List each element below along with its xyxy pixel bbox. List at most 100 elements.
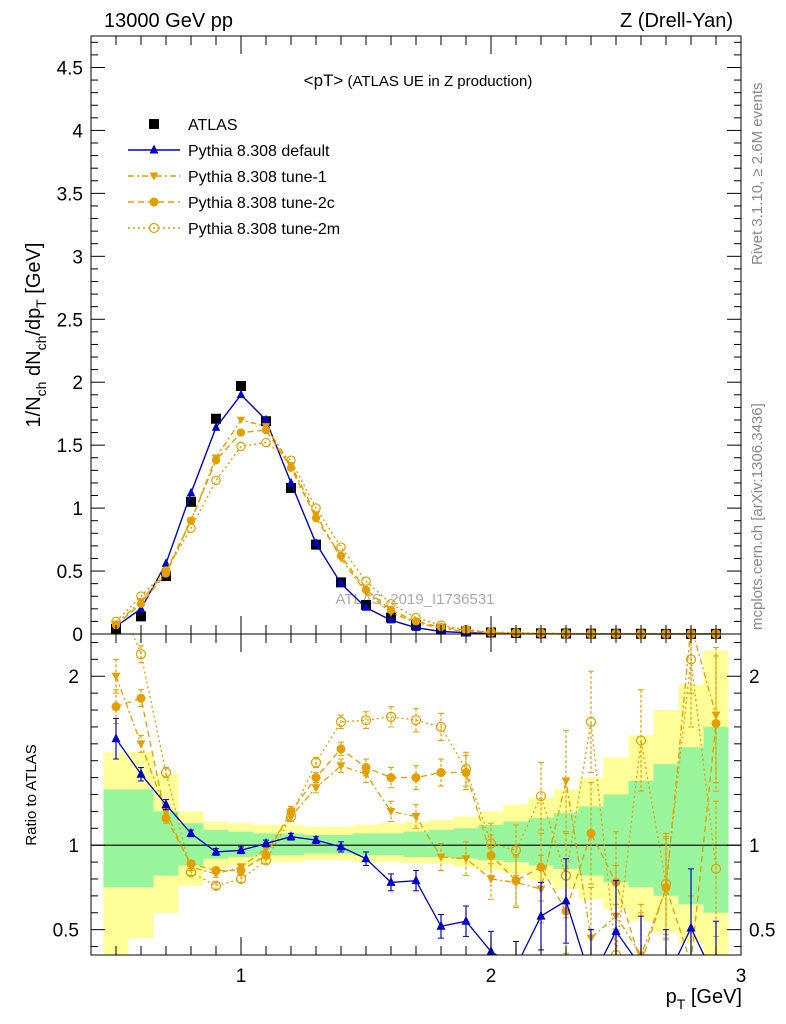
ratio-point-tune2c	[687, 959, 696, 968]
ratio-point-tune1	[186, 863, 196, 872]
ylabel-part-b: dN	[23, 350, 45, 381]
point-data	[211, 413, 221, 424]
legend-entry: Pythia 8.308 tune-1	[128, 169, 327, 186]
y-tick-label-ratio: 2	[68, 667, 79, 688]
ratio-point-tune1	[486, 875, 496, 884]
legend-label: ATLAS	[188, 117, 238, 134]
ratio-point-tune1	[286, 812, 296, 821]
point-data	[136, 611, 146, 622]
ratio-point-tune2c	[136, 693, 146, 703]
ratio-point-default	[286, 831, 296, 841]
point-tune2c	[136, 599, 146, 608]
ratio-point-default	[236, 844, 246, 854]
legend-marker	[148, 222, 160, 234]
ratio-point-default	[587, 975, 596, 984]
ratio-point-tune1	[511, 878, 521, 887]
y-axis-label-ratio: Ratio to ATLAS	[23, 744, 40, 845]
y-tick-label-main: 4	[72, 121, 83, 142]
point-data	[236, 380, 246, 391]
ratio-point-tune2m	[585, 716, 597, 727]
legend-entry: Pythia 8.308 tune-2m	[128, 221, 340, 238]
ratio-point-default	[336, 841, 346, 851]
ratio-point-tune1	[561, 777, 571, 786]
point-tune2c	[311, 513, 321, 523]
ratio-point-default	[611, 925, 621, 935]
y-tick-label-ratio-right: 1	[749, 836, 760, 857]
ratio-point-default	[211, 846, 221, 856]
ratio-point-tune2m	[360, 715, 372, 726]
analysis-watermark: ATLAS_2019_I1736531	[335, 591, 494, 608]
ratio-point-tune2c	[111, 702, 121, 712]
ratio-point-tune2m	[535, 791, 547, 802]
y-tick-label-main: 0.5	[57, 562, 83, 583]
header-left: 13000 GeV pp	[104, 10, 233, 32]
point-default	[286, 477, 296, 487]
ratio-point-default	[161, 799, 171, 809]
ratio-point-default	[461, 915, 471, 925]
x-tick-label: 3	[736, 966, 747, 987]
y-tick-label-ratio: 1	[68, 836, 79, 857]
point-default	[386, 614, 396, 624]
point-tune2m	[336, 542, 346, 552]
ratio-point-tune2c	[436, 768, 446, 778]
ratio-point-default	[261, 837, 271, 847]
ratio-point-tune1	[111, 672, 121, 681]
ratio-point-tune1	[711, 711, 721, 720]
ratio-point-tune1	[136, 740, 146, 749]
legend-marker	[149, 119, 159, 129]
ylabel-part-d: [GeV]	[23, 243, 45, 300]
ratio-point-default	[386, 876, 396, 886]
band-inner	[103, 726, 729, 913]
legend-label: Pythia 8.308 tune-1	[188, 169, 327, 186]
point-tune2c	[161, 569, 171, 578]
legend-label: Pythia 8.308 tune-2m	[188, 221, 340, 238]
point-default	[161, 558, 171, 567]
ratio-point-tune1	[236, 863, 246, 872]
main-frame-fill	[91, 36, 741, 634]
ratio-point-default	[561, 895, 571, 905]
watermark-group: ATLAS_2019_I1736531	[335, 591, 494, 608]
point-tune2m	[386, 598, 396, 609]
ratio-series-group	[111, 634, 722, 984]
rivet-label: Rivet 3.1.10, ≥ 2.6M events	[749, 83, 766, 266]
ratio-point-tune2m	[510, 845, 522, 856]
legend-marker	[149, 144, 159, 154]
ratio-point-tune2c	[336, 744, 346, 754]
point-default	[236, 389, 246, 398]
point-default	[336, 578, 346, 587]
xlabel-unit: [GeV]	[685, 986, 742, 1008]
y-tick-label-main: 2.5	[57, 310, 83, 331]
point-data	[286, 482, 296, 493]
ratio-point-tune2m	[210, 880, 222, 891]
y-tick-label-main: 1	[72, 499, 83, 520]
ratio-point-default	[512, 961, 521, 970]
ratio-point-tune1	[411, 812, 421, 821]
ratio-point-tune2m	[135, 649, 147, 660]
main-axes: 0 0.5 1 1.5 2 2.5 3 3.5 4 4.5	[57, 35, 742, 646]
ratio-point-tune1	[461, 855, 471, 864]
point-tune2m	[211, 475, 221, 486]
point-data	[186, 496, 196, 507]
ratio-point-tune2c	[586, 828, 596, 838]
header-right: Z (Drell-Yan)	[620, 10, 733, 32]
point-tune2c	[286, 463, 296, 473]
y-tick-label-ratio-right: 0.5	[749, 921, 775, 942]
x-axis-label: pT [GeV]	[666, 986, 742, 1012]
y-tick-label-main: 2	[72, 373, 83, 394]
ratio-point-tune1	[336, 762, 346, 771]
ratio-uncertainty-band	[91, 650, 741, 955]
x-tick-label: 2	[486, 966, 497, 987]
ratio-point-tune2c	[311, 773, 321, 783]
ratio-point-tune2m	[410, 715, 422, 726]
ratio-point-tune2m	[635, 735, 647, 746]
ratio-point-tune2c	[461, 768, 471, 778]
ratio-point-default	[136, 768, 146, 778]
band-outer	[103, 650, 729, 955]
ratio-point-default	[662, 975, 671, 984]
point-default	[261, 414, 271, 424]
ratio-point-tune2c	[411, 773, 421, 783]
legend-marker	[149, 172, 159, 181]
ratio-clipped	[111, 634, 722, 984]
point-tune2m	[161, 566, 171, 576]
